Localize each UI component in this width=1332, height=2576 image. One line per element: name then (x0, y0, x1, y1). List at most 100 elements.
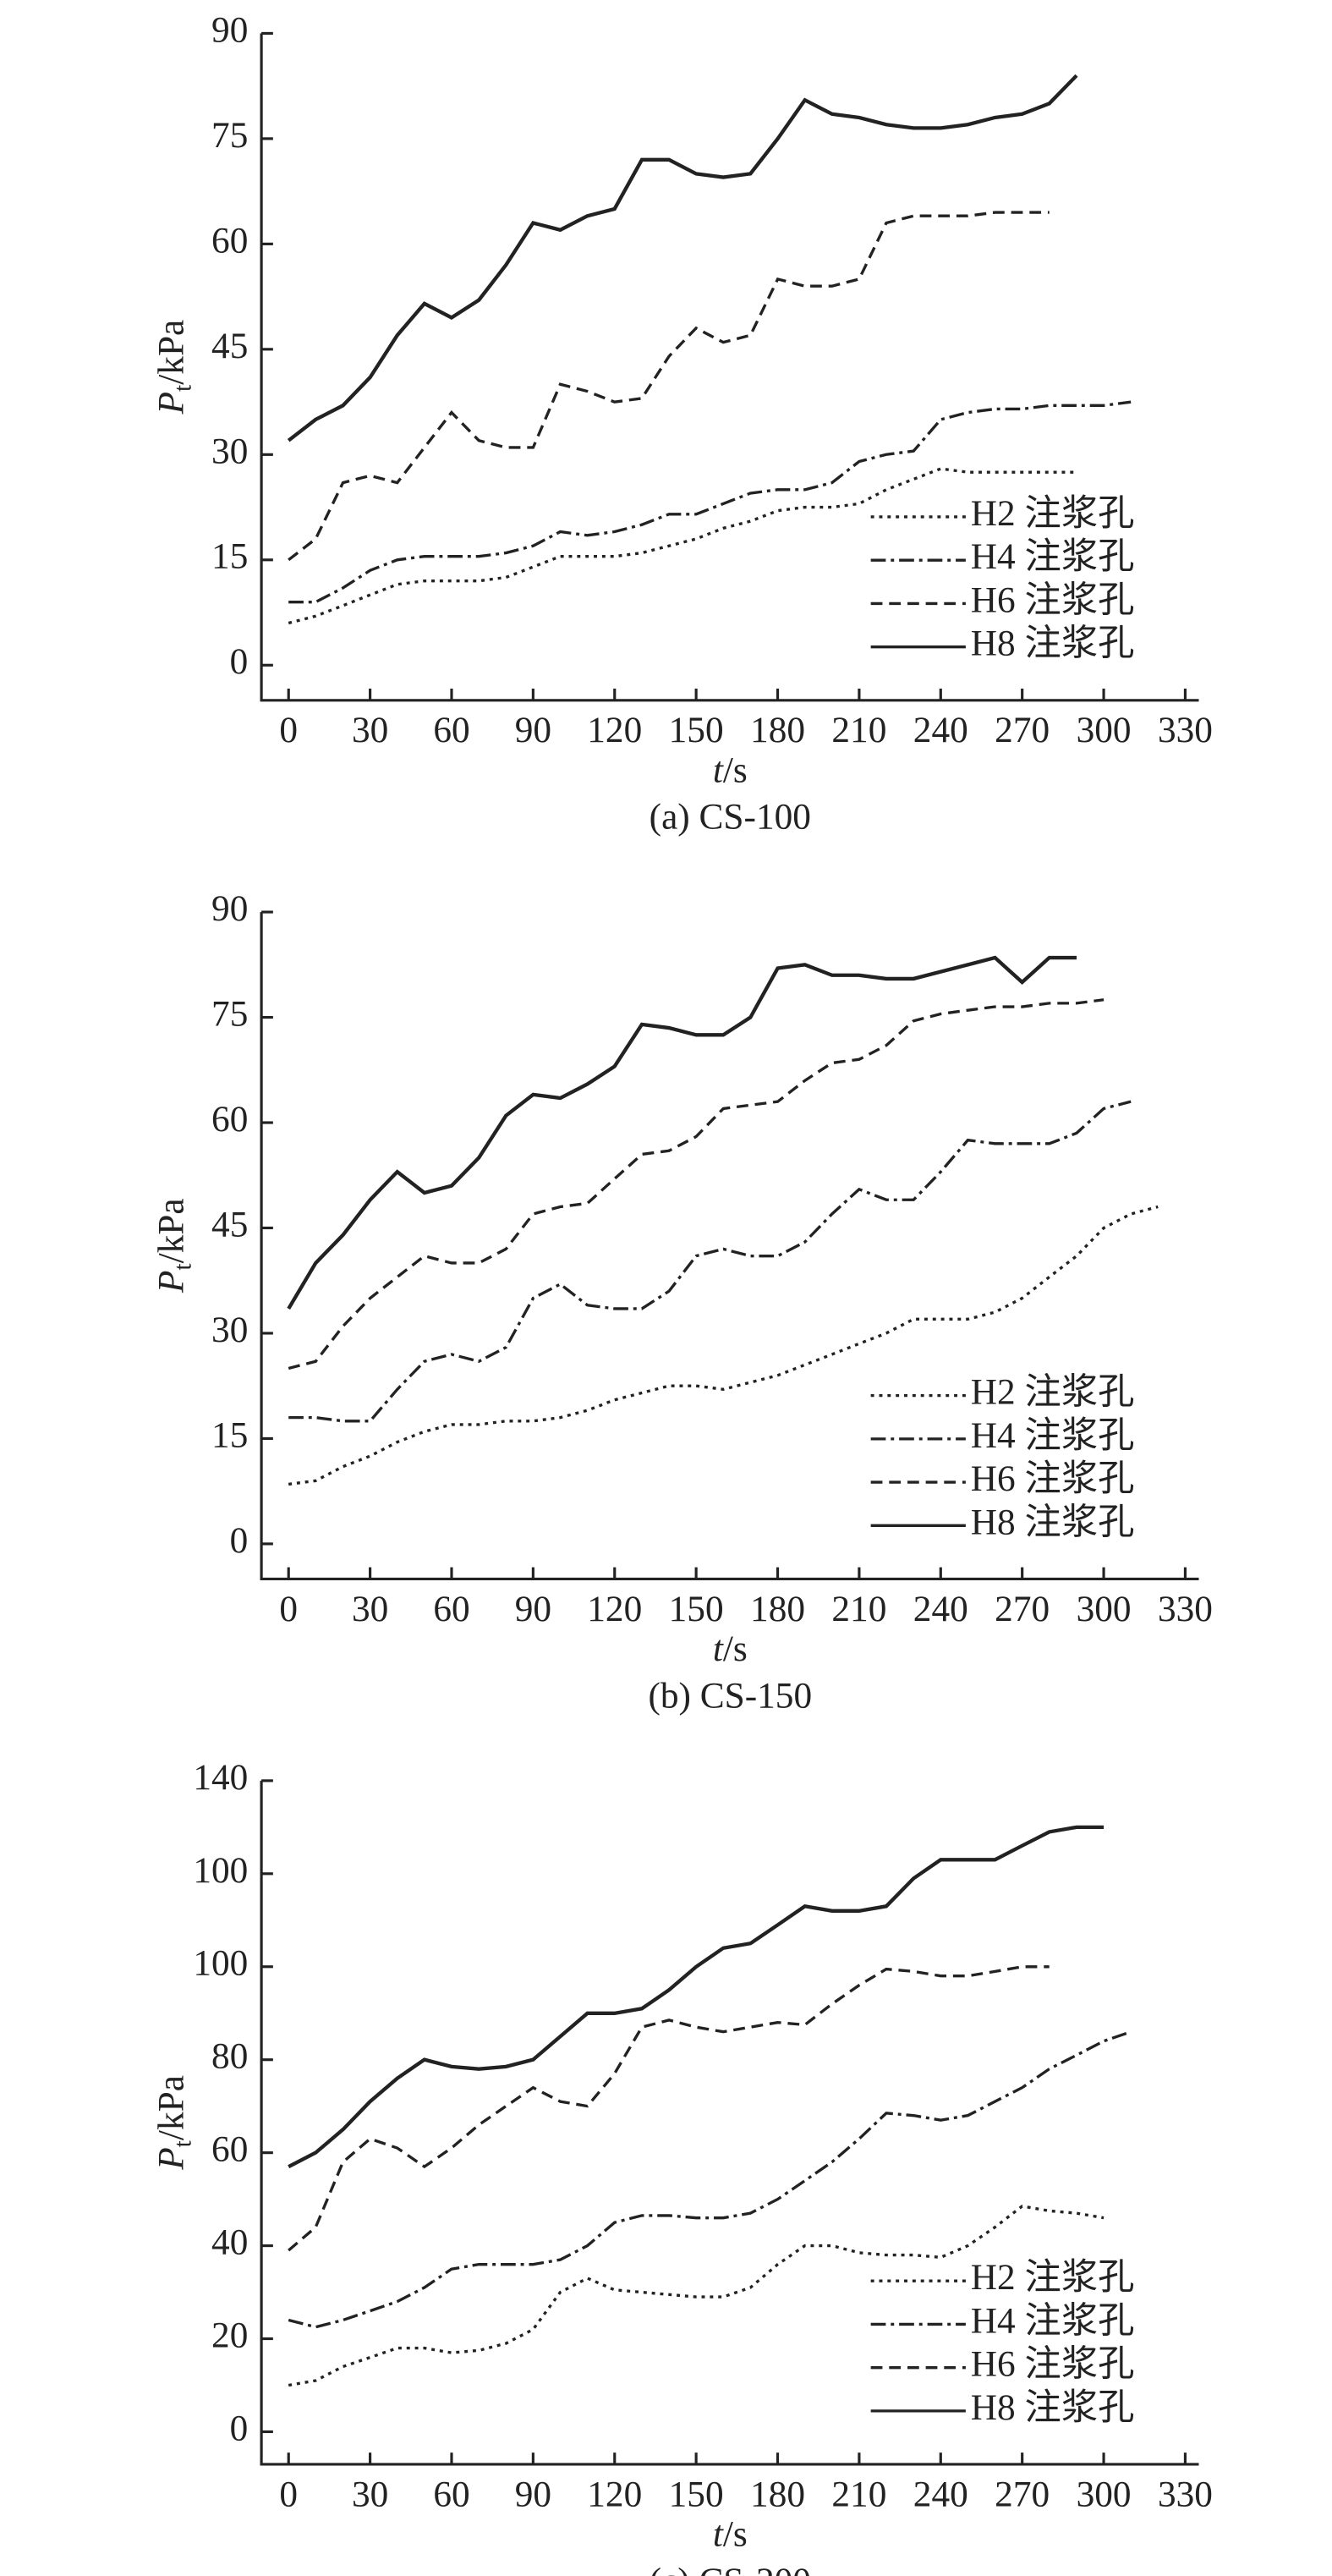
legend-label: H4 注浆孔 (971, 1415, 1135, 1456)
x-tick-label: 300 (1077, 1589, 1132, 1629)
axes (260, 912, 1199, 1580)
y-tick-label: 60 (211, 220, 248, 261)
y-tick-label: 30 (211, 1310, 248, 1350)
x-tick-label: 180 (750, 1589, 805, 1629)
x-tick-label: 30 (352, 710, 388, 750)
x-tick-label: 60 (433, 2474, 469, 2514)
x-axis-label: t/s (713, 750, 748, 790)
caption: (c) CS-200 (650, 2561, 811, 2576)
series-line (288, 211, 1050, 562)
caption: (a) CS-100 (650, 797, 811, 838)
x-tick-label: 30 (352, 2474, 388, 2514)
chart: 0 15 30 45 60 75 90 0 30 60 90 120 150 180 210 240 270 30… (151, 9, 1213, 837)
y-tick-label: 140 (193, 1757, 248, 1798)
y-axis-label: Pt/kPa (151, 320, 197, 415)
y-label-unit: /kPa (151, 1198, 192, 1263)
axes (260, 33, 1199, 702)
chart: 0 20 40 60 80 100 100 140 0 30 60 90 120 150 180 210 240… (151, 1757, 1213, 2576)
y-label-symbol: P (151, 392, 192, 415)
y-tick-label: 20 (211, 2315, 248, 2355)
x-tick-label: 0 (279, 1589, 298, 1629)
legend-label: H2 注浆孔 (971, 1372, 1135, 1413)
x-tick-label: 180 (750, 710, 805, 750)
y-label-subscript: t (169, 2139, 196, 2147)
x-tick-label: 0 (279, 710, 298, 750)
y-tick-label: 0 (230, 1520, 249, 1561)
series-line (288, 2030, 1132, 2329)
x-tick-label: 210 (831, 1589, 886, 1629)
series-line (288, 400, 1132, 604)
series-line (288, 1965, 1050, 2252)
y-tick-label: 100 (193, 1943, 248, 1984)
x-tick-label: 120 (587, 1589, 642, 1629)
x-tick-label: 60 (433, 710, 469, 750)
y-tick-label: 90 (211, 888, 248, 929)
y-tick-label: 80 (211, 2036, 248, 2077)
legend-label: H6 注浆孔 (971, 2344, 1135, 2385)
caption: (b) CS-150 (648, 1675, 812, 1716)
x-tick-label: 30 (352, 1589, 388, 1629)
x-tick-label: 270 (995, 710, 1050, 750)
y-tick-label: 75 (211, 115, 248, 156)
y-axis-label: Pt/kPa (151, 2075, 197, 2171)
y-tick-label: 90 (211, 9, 248, 50)
series-line (288, 1825, 1105, 2169)
x-tick-label: 300 (1077, 710, 1132, 750)
x-tick-label: 210 (831, 2474, 886, 2514)
y-tick-label: 75 (211, 993, 248, 1034)
y-label-symbol: P (151, 1271, 192, 1293)
x-tick-label: 120 (587, 2474, 642, 2514)
y-tick-label: 0 (230, 2408, 249, 2448)
x-tick-label: 210 (831, 710, 886, 750)
y-axis-label: Pt/kPa (151, 1198, 197, 1293)
x-tick-label: 90 (515, 2474, 551, 2514)
legend-label: H8 注浆孔 (971, 1502, 1135, 1542)
x-tick-label: 150 (669, 1589, 724, 1629)
y-tick-label: 45 (211, 326, 248, 366)
axes (260, 1780, 1199, 2466)
y-tick-label: 60 (211, 2129, 248, 2170)
y-tick-label: 15 (211, 536, 248, 577)
y-label-unit: /kPa (151, 320, 192, 385)
x-tick-label: 180 (750, 2474, 805, 2514)
x-tick-label: 330 (1158, 1589, 1213, 1629)
x-label-symbol: t (713, 1629, 724, 1669)
x-axis-label: t/s (713, 2514, 748, 2555)
x-label-unit: /s (723, 1629, 748, 1669)
series-line (288, 1205, 1159, 1486)
series-line (288, 998, 1105, 1370)
y-tick-label: 60 (211, 1099, 248, 1140)
x-tick-label: 90 (515, 1589, 551, 1629)
y-label-symbol: P (151, 2147, 192, 2170)
chart: 0 15 30 45 60 75 90 0 30 60 90 120 150 180 210 240 270 30… (151, 888, 1213, 1716)
series-line (288, 467, 1077, 625)
x-tick-label: 330 (1158, 2474, 1213, 2514)
legend-label: H8 注浆孔 (971, 623, 1135, 664)
legend-label: H4 注浆孔 (971, 536, 1135, 577)
legend-label: H6 注浆孔 (971, 579, 1135, 620)
legend-label: H2 注浆孔 (971, 493, 1135, 534)
x-tick-label: 0 (279, 2474, 298, 2514)
y-tick-label: 15 (211, 1414, 248, 1455)
x-label-unit: /s (723, 750, 748, 790)
series-line (287, 74, 1078, 442)
y-tick-label: 40 (211, 2222, 248, 2263)
series-line (287, 955, 1077, 1310)
x-tick-label: 240 (913, 710, 968, 750)
legend-label: H2 注浆孔 (971, 2257, 1135, 2298)
y-label-subscript: t (169, 384, 196, 392)
x-tick-label: 240 (913, 1589, 968, 1629)
y-tick-label: 45 (211, 1204, 248, 1244)
y-tick-label: 0 (230, 641, 249, 682)
x-tick-label: 90 (515, 710, 551, 750)
x-tick-label: 120 (587, 710, 642, 750)
x-tick-label: 150 (669, 2474, 724, 2514)
x-label-unit: /s (723, 2514, 748, 2555)
y-tick-label: 30 (211, 431, 248, 471)
y-label-unit: /kPa (151, 2075, 192, 2140)
x-tick-label: 270 (995, 2474, 1050, 2514)
series-line (288, 1100, 1132, 1423)
x-axis-label: t/s (713, 1629, 748, 1669)
